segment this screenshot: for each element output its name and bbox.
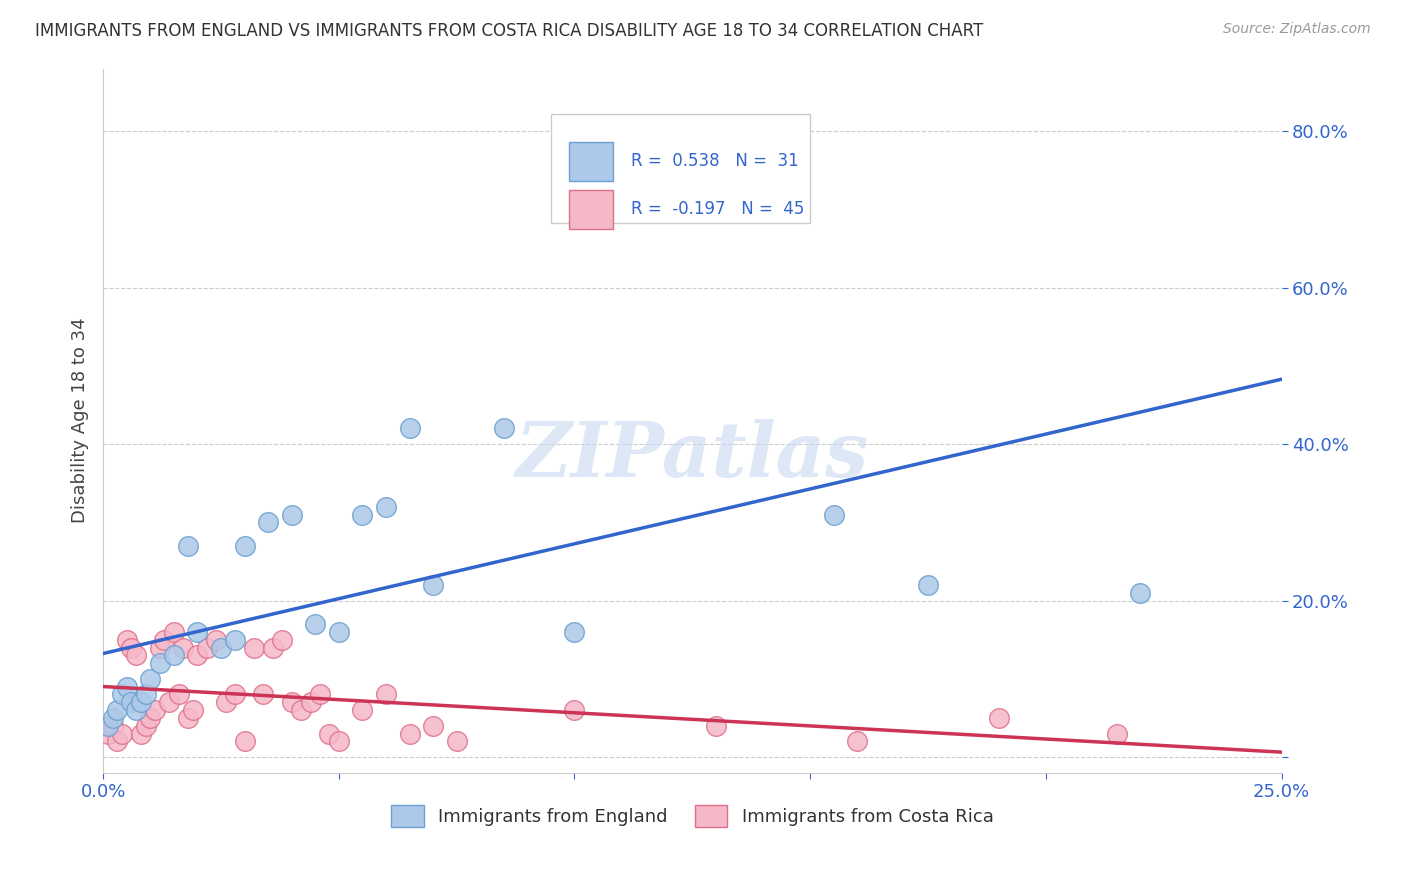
Point [163,648,186,663]
Point [564,624,586,639]
Point [422,578,444,592]
Point [704,186,727,201]
Point [195,640,218,655]
Point [233,734,256,748]
Point [139,711,162,725]
Point [374,500,396,514]
Point [101,719,124,733]
Point [186,624,208,639]
Point [177,711,200,725]
Point [149,640,172,655]
Point [290,703,312,717]
Point [233,539,256,553]
Point [318,726,340,740]
Point [374,688,396,702]
FancyBboxPatch shape [551,114,810,224]
Point [101,711,124,725]
Point [97,719,120,733]
Point [704,719,727,733]
Point [1129,586,1152,600]
Point [129,695,152,709]
Point [167,688,190,702]
Point [309,688,332,702]
Point [271,632,294,647]
Point [224,688,246,702]
Point [328,624,350,639]
Point [352,703,374,717]
Point [125,648,148,663]
Point [1105,726,1128,740]
Point [492,421,515,435]
Y-axis label: Disability Age 18 to 34: Disability Age 18 to 34 [72,318,89,524]
Point [135,719,157,733]
Point [120,695,142,709]
Text: R =  -0.197   N =  45: R = -0.197 N = 45 [631,201,804,219]
Point [129,726,152,740]
Point [143,703,166,717]
Point [987,711,1010,725]
Point [304,617,326,632]
Point [846,734,869,748]
Point [328,734,350,748]
Point [157,695,180,709]
Point [97,726,120,740]
Point [139,672,162,686]
Point [120,640,142,655]
Point [257,516,280,530]
Point [181,703,204,717]
FancyBboxPatch shape [568,142,613,180]
Point [111,688,134,702]
Point [224,632,246,647]
Point [917,578,939,592]
Point [105,703,128,717]
Text: Source: ZipAtlas.com: Source: ZipAtlas.com [1223,22,1371,37]
Point [398,726,420,740]
Point [564,703,586,717]
Point [243,640,266,655]
Point [153,632,176,647]
Point [149,656,172,670]
Point [135,688,157,702]
Legend: Immigrants from England, Immigrants from Costa Rica: Immigrants from England, Immigrants from… [384,797,1001,834]
Point [280,508,302,522]
Point [177,539,200,553]
Text: ZIPatlas: ZIPatlas [516,419,869,493]
Point [115,680,138,694]
Point [398,421,420,435]
Point [163,624,186,639]
Point [422,719,444,733]
Point [299,695,322,709]
Point [172,640,194,655]
Point [823,508,845,522]
Point [111,726,134,740]
FancyBboxPatch shape [568,190,613,228]
Point [280,695,302,709]
Text: R =  0.538   N =  31: R = 0.538 N = 31 [631,153,799,170]
Point [105,734,128,748]
Point [446,734,468,748]
Point [209,640,232,655]
Point [352,508,374,522]
Point [252,688,274,702]
Point [215,695,238,709]
Point [115,632,138,647]
Point [186,648,208,663]
Text: IMMIGRANTS FROM ENGLAND VS IMMIGRANTS FROM COSTA RICA DISABILITY AGE 18 TO 34 CO: IMMIGRANTS FROM ENGLAND VS IMMIGRANTS FR… [35,22,983,40]
Point [262,640,284,655]
Point [125,703,148,717]
Point [205,632,228,647]
